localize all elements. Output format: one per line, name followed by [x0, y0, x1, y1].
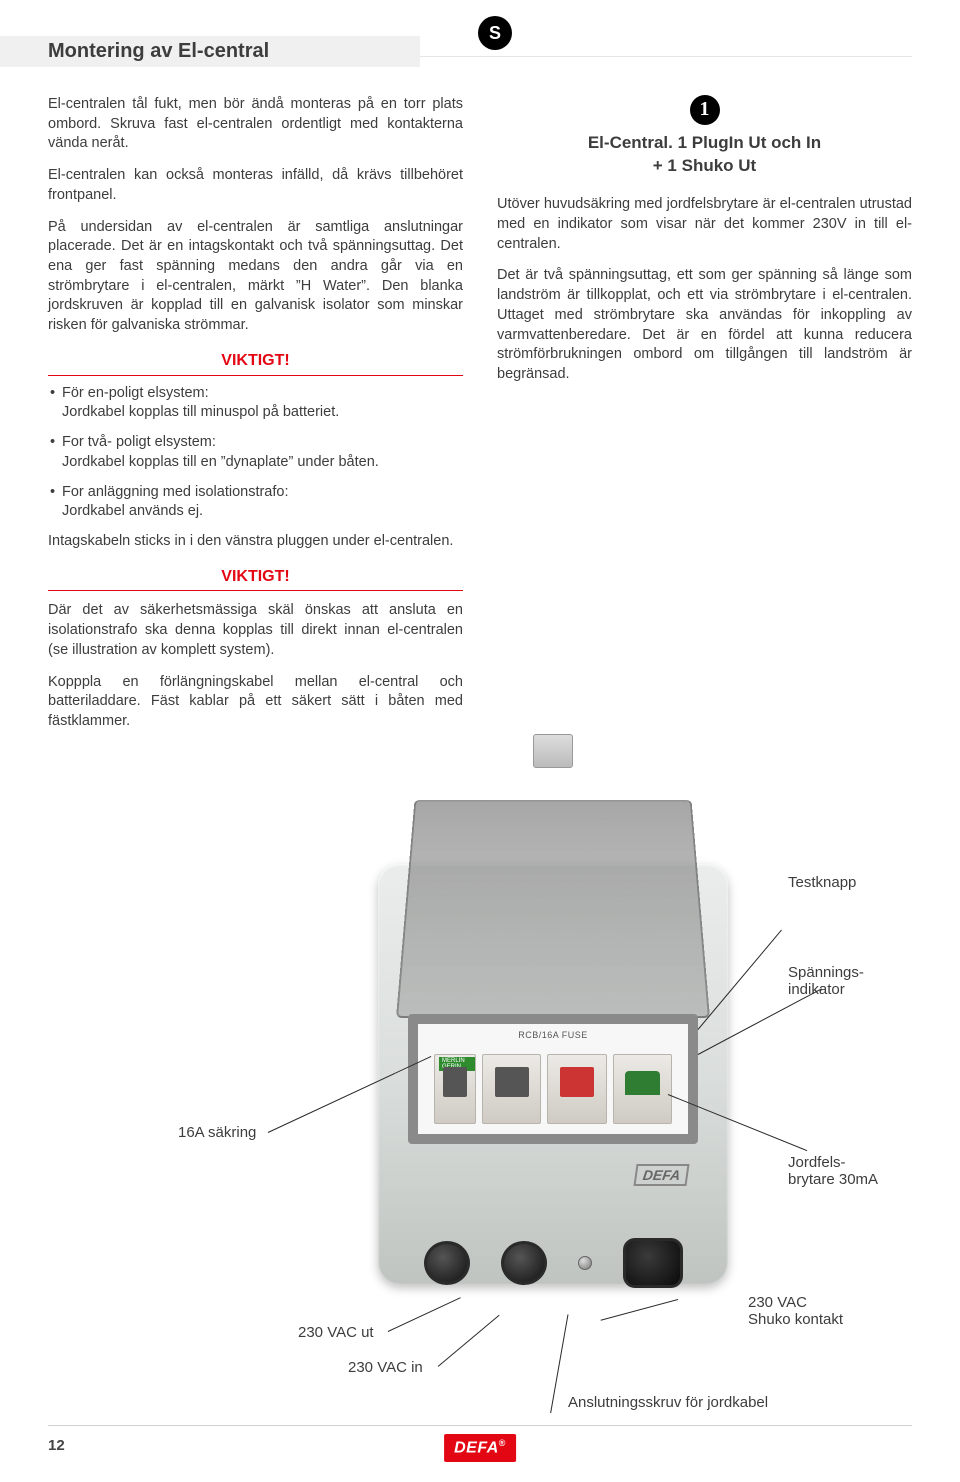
- breaker-icon: [547, 1054, 606, 1124]
- important-heading: VIKTIGT!: [48, 566, 463, 592]
- important-block-2: VIKTIGT!: [48, 566, 463, 592]
- defa-logo: DEFA: [633, 1164, 689, 1186]
- fuse-icon: MERLIN GERIN: [434, 1054, 476, 1124]
- step-number-badge: 1: [690, 95, 720, 125]
- panel-label: RCB/16A FUSE: [518, 1030, 588, 1040]
- callout-testknapp: Testknapp: [788, 874, 856, 891]
- paragraph: Utöver huvudsäkring med jordfelsbrytare …: [497, 195, 912, 254]
- important-block-1: VIKTIGT! För en-poligt elsystem: Jordkab…: [48, 350, 463, 522]
- callout-spanningsindikator: Spännings-indikator: [788, 964, 864, 998]
- callout-vac-ut: 230 VAC ut: [298, 1324, 374, 1341]
- lid-icon: [396, 800, 710, 1018]
- right-column: 1 El-Central. 1 PlugIn Ut och In + 1 Shu…: [497, 95, 912, 744]
- lid-latch-icon: [533, 734, 573, 768]
- footer-divider: [48, 1425, 912, 1426]
- paragraph: Det är två spänningsuttag, ett som ger s…: [497, 266, 912, 384]
- breaker-icon: [482, 1054, 541, 1124]
- important-heading: VIKTIGT!: [48, 350, 463, 376]
- list-item: For anläggning med isolationstrafo: Jord…: [48, 483, 463, 522]
- paragraph: På undersidan av el-centralen är samtlig…: [48, 218, 463, 336]
- page-title: Montering av El-central: [0, 36, 420, 67]
- paragraph: El-centralen kan också monteras infälld,…: [48, 166, 463, 205]
- port-icon: [424, 1241, 470, 1285]
- callout-sakring: 16A säkring: [178, 1124, 256, 1141]
- paragraph: Kopppla en förlängningskabel mellan el-c…: [48, 673, 463, 732]
- paragraph: El-centralen tål fukt, men bör ändå mont…: [48, 95, 463, 154]
- shuko-port-icon: [623, 1238, 683, 1288]
- panel: RCB/16A FUSE MERLIN GERIN: [408, 1014, 698, 1144]
- callout-vac-in: 230 VAC in: [348, 1359, 423, 1376]
- callout-jordfelsbrytare: Jordfels-brytare 30mA: [788, 1154, 878, 1188]
- device-illustration: RCB/16A FUSE MERLIN GERIN DEFA: [378, 864, 728, 1284]
- right-title: El-Central. 1 PlugIn Ut och In + 1 Shuko…: [497, 131, 912, 177]
- list-item: För en-poligt elsystem: Jordkabel koppla…: [48, 384, 463, 423]
- list-item: For två- poligt elsystem: Jordkabel kopp…: [48, 433, 463, 472]
- language-badge: S: [478, 16, 512, 50]
- page-number: 12: [48, 1437, 65, 1454]
- left-column: El-centralen tål fukt, men bör ändå mont…: [48, 95, 463, 744]
- paragraph: Intagskabeln sticks in i den vänstra plu…: [48, 532, 463, 552]
- breaker-icon: [613, 1054, 672, 1124]
- callout-anslutningsskruv: Anslutningsskruv för jordkabel: [568, 1394, 768, 1411]
- screw-icon: [578, 1256, 592, 1270]
- port-icon: [501, 1241, 547, 1285]
- paragraph: Där det av säkerhetsmässiga skäl önskas …: [48, 601, 463, 660]
- footer-logo: DEFA®: [444, 1434, 516, 1461]
- device-figure: RCB/16A FUSE MERLIN GERIN DEFA Testknapp…: [48, 754, 912, 1434]
- callout-shuko: 230 VACShuko kontakt: [748, 1294, 843, 1328]
